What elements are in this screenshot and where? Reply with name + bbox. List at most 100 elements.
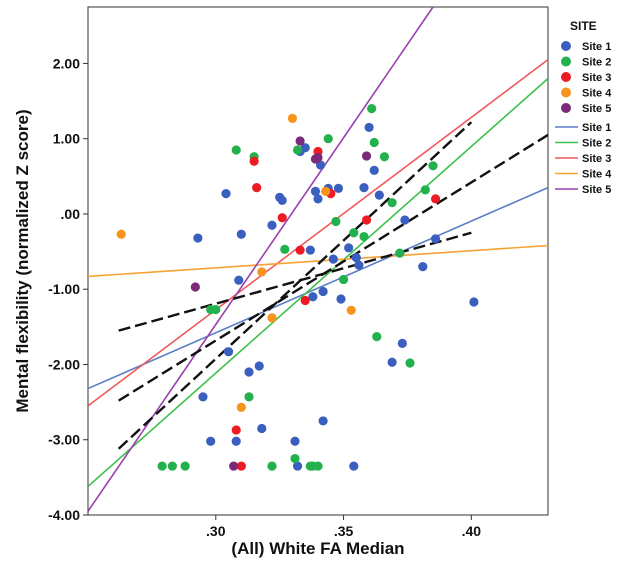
- data-point-site-1: [318, 286, 328, 297]
- data-point-site-3: [295, 245, 305, 255]
- data-point-site-1: [223, 347, 234, 357]
- plot-content: [88, 7, 548, 512]
- fit-line-site-2: [88, 77, 548, 488]
- data-point-site-1: [369, 165, 379, 175]
- x-tick-label: .30: [206, 523, 226, 539]
- y-tick-label: -3.00: [48, 432, 80, 448]
- data-point-site-4: [236, 402, 246, 412]
- data-point-site-2: [290, 453, 300, 464]
- data-point-site-3: [236, 461, 246, 471]
- data-point-site-1: [430, 234, 441, 244]
- x-tick-label: .35: [334, 523, 354, 539]
- data-point-site-1: [236, 229, 246, 239]
- data-point-site-3: [252, 183, 262, 193]
- legend-marker: [561, 41, 571, 51]
- data-point-site-4: [287, 113, 298, 123]
- y-tick-label: 1.00: [53, 131, 80, 147]
- data-point-site-1: [387, 357, 397, 367]
- data-point-site-1: [234, 275, 244, 285]
- data-point-site-5: [190, 282, 200, 292]
- legend-label: Site 5: [582, 184, 611, 196]
- data-point-site-2: [180, 461, 190, 471]
- data-point-site-3: [231, 425, 241, 435]
- data-point-site-1: [354, 260, 364, 270]
- data-point-site-2: [359, 231, 369, 242]
- data-point-site-1: [318, 416, 328, 426]
- legend-marker: [561, 103, 571, 113]
- data-point-site-2: [280, 244, 290, 254]
- y-tick-label: .00: [61, 206, 81, 222]
- legend-label: Site 2: [582, 57, 611, 69]
- data-point-site-5: [295, 136, 305, 146]
- data-point-site-1: [277, 195, 287, 206]
- x-axis-ticks: .30 .35 .40: [206, 515, 481, 539]
- data-point-site-2: [372, 332, 382, 342]
- data-point-site-2: [313, 461, 323, 471]
- data-point-site-3: [249, 156, 259, 166]
- data-point-site-1: [206, 436, 216, 446]
- data-point-site-1: [300, 143, 310, 153]
- data-point-site-1: [254, 361, 264, 371]
- data-point-site-1: [397, 338, 407, 349]
- fit-line-site-5: [88, 7, 434, 512]
- data-point-site-1: [267, 220, 277, 230]
- data-point-site-2: [167, 461, 177, 471]
- y-tick-label: -2.00: [48, 356, 80, 372]
- data-point-site-2: [244, 392, 254, 402]
- data-point-site-2: [331, 216, 341, 227]
- data-point-site-1: [221, 189, 231, 199]
- data-point-site-5: [313, 152, 323, 163]
- legend-label: Site 1: [582, 41, 611, 53]
- confidence-line: [117, 121, 473, 450]
- data-point-site-1: [469, 297, 479, 307]
- legend-marker: [561, 87, 571, 98]
- y-tick-label: -1.00: [48, 281, 80, 297]
- data-point-site-1: [193, 233, 203, 243]
- legend-marker: [561, 72, 571, 82]
- fit-lines: [88, 7, 548, 512]
- legend-label: Site 2: [582, 138, 611, 150]
- legend-label: Site 4: [582, 169, 612, 181]
- data-point-site-1: [349, 461, 359, 471]
- legend-label: Site 3: [582, 153, 611, 165]
- data-point-site-1: [310, 186, 321, 196]
- data-point-site-3: [361, 215, 372, 225]
- data-point-site-2: [405, 358, 415, 368]
- legend-label: Site 1: [582, 122, 611, 134]
- data-point-site-1: [344, 243, 354, 253]
- data-point-site-1: [336, 294, 346, 304]
- data-points: [116, 104, 479, 471]
- y-tick-label: -4.00: [48, 507, 80, 523]
- data-point-site-4: [321, 186, 331, 196]
- data-point-site-2: [211, 304, 221, 315]
- data-point-site-2: [349, 228, 359, 238]
- data-point-site-3: [430, 194, 441, 204]
- data-point-site-2: [428, 161, 438, 171]
- data-point-site-2: [292, 145, 303, 155]
- confidence-line: [118, 231, 472, 332]
- legend: SITE Site 1 Site 2 Site 3 Site 4 Site 5 Site …: [555, 19, 612, 196]
- data-point-site-1: [351, 253, 361, 263]
- data-point-site-1: [374, 190, 384, 200]
- data-point-site-2: [395, 248, 405, 258]
- y-tick-label: 2.00: [53, 55, 80, 71]
- data-point-site-1: [305, 245, 315, 255]
- data-point-site-2: [267, 461, 277, 471]
- data-point-site-4: [257, 267, 267, 277]
- x-tick-label: .40: [462, 523, 482, 539]
- fit-line-site-4: [88, 244, 548, 278]
- data-point-site-1: [313, 194, 323, 204]
- data-point-site-5: [229, 461, 239, 471]
- legend-label: Site 3: [582, 72, 611, 84]
- data-point-site-1: [290, 436, 300, 446]
- data-point-site-1: [359, 183, 369, 193]
- legend-label: Site 4: [582, 88, 612, 100]
- data-point-site-2: [323, 134, 333, 144]
- data-point-site-3: [300, 295, 310, 306]
- data-point-site-1: [198, 392, 208, 402]
- data-point-site-1: [244, 367, 254, 377]
- data-point-site-1: [333, 183, 344, 193]
- y-axis-ticks: 2.00 1.00 .00 -1.00 -2.00 -3.00 -4.00: [48, 55, 88, 523]
- data-point-site-1: [400, 215, 410, 225]
